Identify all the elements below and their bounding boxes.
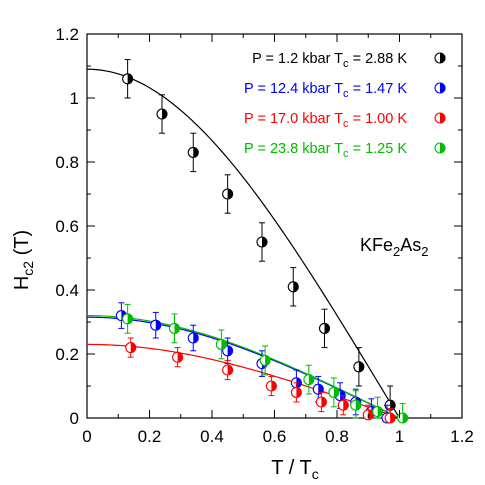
marker [337, 399, 349, 411]
marker-fill [321, 397, 327, 407]
marker [125, 342, 137, 354]
marker-fill [227, 365, 233, 375]
marker [384, 412, 396, 424]
marker-fill [296, 387, 302, 398]
marker-fill [390, 400, 396, 411]
marker [287, 281, 299, 293]
legend: P = 1.2 kbar Tc = 2.88 K P = 12.4 kbar Tc… [244, 51, 446, 160]
marker-fill [293, 281, 299, 292]
marker-fill [402, 413, 408, 423]
legend-label: P = 17.0 kbar Tc = 1.00 K [244, 111, 407, 130]
y-tick-label: 0.6 [55, 217, 79, 236]
marker [372, 406, 384, 418]
marker-fill [262, 237, 267, 247]
marker [290, 386, 302, 398]
fit-curve [86, 68, 401, 419]
marker-fill [127, 73, 133, 84]
marker-fill [221, 339, 227, 350]
marker [312, 383, 324, 395]
x-tick-label: 0 [82, 427, 91, 446]
legend-label: P = 12.4 kbar Tc = 1.47 K [244, 81, 407, 100]
marker-fill [271, 381, 277, 391]
x-tick-label: 0.4 [200, 427, 224, 446]
marker [172, 351, 184, 363]
x-axis-title: T / Tc [271, 457, 318, 482]
data-points [115, 59, 409, 424]
fit-curve [86, 315, 400, 419]
y-tick-label: 0 [70, 409, 79, 428]
y-axis-title: Hc2 (T) [11, 230, 36, 290]
marker [353, 361, 365, 373]
marker [187, 146, 199, 158]
marker-fill [155, 320, 161, 331]
marker [397, 412, 409, 424]
marker [256, 236, 268, 248]
marker [187, 332, 199, 344]
y-tick-label: 1 [70, 89, 79, 108]
marker-fill [308, 374, 314, 385]
marker-fill [265, 355, 271, 366]
fit-curve [86, 343, 400, 419]
x-tick-label: 1 [395, 427, 404, 446]
marker-fill [343, 400, 349, 411]
marker [222, 364, 234, 376]
marker-fill [355, 400, 361, 411]
marker-fill [318, 384, 324, 395]
marker-fill [440, 53, 445, 63]
marker-fill [174, 323, 180, 334]
marker-fill [193, 333, 199, 343]
marker [350, 399, 362, 411]
y-tick-label: 0.4 [55, 281, 79, 300]
compound-annotation: KFe2As2 [360, 235, 429, 259]
marker-fill [130, 342, 136, 353]
marker [303, 374, 315, 386]
marker-fill [127, 313, 133, 324]
marker-fill [440, 83, 445, 93]
marker-fill [193, 147, 199, 158]
marker-fill [177, 352, 183, 363]
marker [434, 142, 446, 154]
axis-ticks [86, 33, 463, 419]
legend-label: P = 1.2 kbar Tc = 2.88 K [252, 51, 407, 70]
marker-fill [358, 361, 364, 372]
tick-labels: 0 0.2 0.4 0.6 0.8 1 1.2 0 0.2 0.4 0.6 0.8 1 1.2 [55, 25, 473, 446]
x-tick-label: 1.2 [450, 427, 474, 446]
y-tick-label: 1.2 [55, 25, 79, 44]
marker-fill [162, 109, 167, 119]
marker [315, 396, 327, 408]
marker [122, 73, 134, 85]
marker-fill [368, 409, 374, 420]
marker-fill [377, 406, 383, 417]
marker [156, 108, 168, 120]
marker [434, 112, 446, 124]
marker-fill [227, 189, 233, 199]
marker [434, 52, 446, 64]
marker [168, 322, 181, 334]
fit-curves [86, 68, 401, 419]
marker [215, 338, 227, 350]
marker [259, 354, 271, 366]
marker [122, 313, 134, 325]
marker-fill [440, 143, 445, 153]
marker [265, 380, 277, 392]
y-tick-label: 0.8 [55, 153, 79, 172]
marker-fill [227, 345, 233, 356]
marker [434, 82, 446, 94]
legend-label: P = 23.8 kbar Tc = 1.25 K [244, 141, 407, 160]
marker [150, 319, 162, 331]
x-tick-label: 0.6 [263, 427, 287, 446]
x-tick-label: 0.2 [138, 427, 162, 446]
marker [222, 188, 234, 200]
marker-fill [390, 413, 396, 423]
marker-fill [324, 323, 330, 334]
x-tick-label: 0.8 [325, 427, 349, 446]
y-tick-label: 0.2 [55, 345, 79, 364]
marker-fill [333, 387, 339, 398]
marker-fill [440, 113, 445, 123]
marker [318, 322, 331, 334]
marker [328, 386, 340, 398]
